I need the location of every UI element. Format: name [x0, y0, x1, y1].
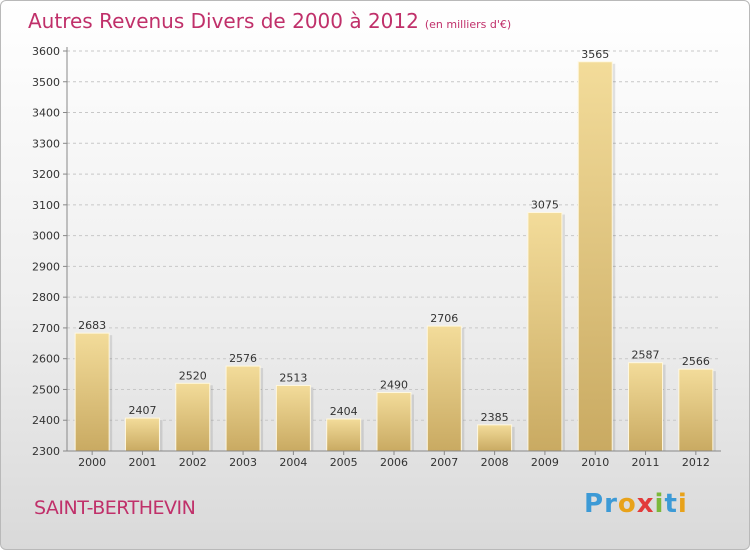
chart-title: Autres Revenus Divers de 2000 à 2012 — [28, 9, 419, 33]
data-label: 2566 — [682, 355, 710, 368]
data-label: 2490 — [380, 379, 408, 392]
bar-2003 — [225, 365, 261, 452]
logo-letter: x — [636, 489, 655, 519]
y-tick-label: 3600 — [32, 45, 60, 58]
bar-2011 — [628, 362, 664, 452]
logo-letter: i — [654, 489, 665, 519]
data-label: 2683 — [78, 319, 106, 332]
data-label: 2706 — [430, 312, 458, 325]
y-tick-labels: 2300 2400 2500 2600 2700 2800 2900 3000 3100 3200… — [32, 45, 60, 458]
x-tick-label: 2009 — [531, 456, 559, 469]
city-name: SAINT-BERTHEVIN — [34, 497, 196, 519]
y-tick-label: 3400 — [32, 107, 60, 120]
data-label: 2587 — [632, 349, 660, 362]
value-labels: 2683 2407 2520 2576 2513 2404 2490 2706 2385 3075… — [78, 48, 710, 424]
x-tick-label: 2003 — [229, 456, 257, 469]
y-tick-label: 2500 — [32, 383, 60, 396]
x-tick-labels: 2000 2001 2002 2003 2004 2005 2006 2007 2008 2009… — [78, 451, 710, 469]
bar-2007 — [426, 325, 462, 452]
bar-2005 — [326, 418, 362, 452]
x-tick-label: 2002 — [179, 456, 207, 469]
x-tick-label: 2010 — [581, 456, 609, 469]
y-tick-label: 3200 — [32, 168, 60, 181]
data-label: 3565 — [581, 48, 609, 61]
bar-2004 — [275, 384, 311, 452]
x-tick-label: 2006 — [380, 456, 408, 469]
logo-letter: i — [677, 489, 688, 519]
data-label: 2513 — [279, 371, 307, 384]
bar-2002 — [175, 382, 211, 452]
y-tick-label: 2600 — [32, 353, 60, 366]
y-tick-label: 2700 — [32, 322, 60, 335]
y-tick-label: 2900 — [32, 260, 60, 273]
bar-2008 — [477, 424, 513, 452]
logo-letter: t — [664, 489, 678, 519]
proxiti-logo[interactable]: Proxiti — [584, 489, 688, 519]
data-label: 2385 — [481, 411, 509, 424]
y-tick-label: 3100 — [32, 199, 60, 212]
logo-letter: o — [617, 489, 637, 519]
logo-letter: r — [604, 489, 618, 519]
bar-2006 — [376, 392, 412, 452]
y-tick-label: 3000 — [32, 230, 60, 243]
bar-2010 — [577, 61, 613, 452]
bar-2012 — [678, 368, 714, 452]
x-tick-label: 2005 — [330, 456, 358, 469]
x-tick-label: 2007 — [430, 456, 458, 469]
x-tick-label: 2004 — [279, 456, 307, 469]
y-tick-label: 3500 — [32, 76, 60, 89]
chart-title-block: Autres Revenus Divers de 2000 à 2012 (en … — [28, 9, 511, 33]
y-tick-label: 3300 — [32, 137, 60, 150]
chart-subtitle: (en milliers d'€) — [424, 18, 512, 31]
bars — [74, 61, 716, 452]
data-label: 2576 — [229, 352, 257, 365]
x-tick-label: 2001 — [128, 456, 156, 469]
y-tick-label: 2300 — [32, 445, 60, 458]
bar-2001 — [124, 417, 160, 452]
y-tick-label: 2400 — [32, 414, 60, 427]
bar-2009 — [527, 212, 563, 452]
data-label: 3075 — [531, 199, 559, 212]
data-label: 2407 — [128, 404, 156, 417]
logo-letter: P — [584, 489, 605, 519]
data-label: 2404 — [330, 405, 358, 418]
x-tick-label: 2012 — [682, 456, 710, 469]
bar-2000 — [74, 332, 110, 452]
y-tick-label: 2800 — [32, 291, 60, 304]
x-tick-label: 2000 — [78, 456, 106, 469]
data-label: 2520 — [179, 369, 207, 382]
x-tick-label: 2008 — [481, 456, 509, 469]
x-tick-label: 2011 — [632, 456, 660, 469]
